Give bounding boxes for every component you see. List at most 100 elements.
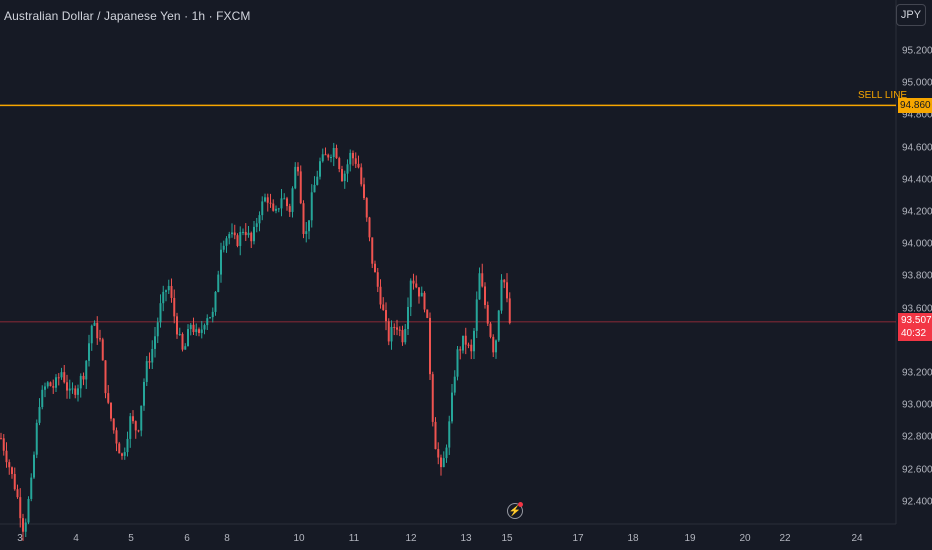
time-axis-label: 20 — [739, 533, 751, 544]
candle-body — [2, 438, 5, 451]
candle-body — [489, 323, 492, 337]
candle-body — [189, 324, 192, 330]
price-axis-label: 94.200 — [902, 206, 932, 218]
candle-body — [30, 477, 33, 499]
candle-body — [200, 329, 203, 333]
last-price-badge: 93.507 40:32 — [898, 313, 932, 341]
candle-body — [456, 349, 459, 377]
candle-body — [354, 158, 357, 164]
sell-line-label: SELL LINE — [858, 90, 908, 101]
candle-body — [154, 336, 156, 349]
time-axis-label: 10 — [293, 533, 305, 544]
candle-body — [261, 201, 264, 216]
candle-body — [393, 326, 396, 328]
candle-body — [99, 338, 101, 340]
candle-body — [181, 334, 184, 350]
candle-body — [101, 339, 104, 361]
price-axis-label: 95.000 — [902, 77, 932, 89]
candle-body — [206, 318, 209, 326]
candle-body — [343, 173, 346, 182]
candle-body — [217, 274, 220, 292]
candle-body — [159, 303, 162, 323]
candle-body — [178, 334, 181, 336]
candle-body — [8, 462, 11, 468]
candle-body — [305, 231, 308, 234]
candle-body — [151, 348, 154, 363]
candle-body — [118, 443, 121, 454]
time-axis-label: 4 — [73, 533, 79, 544]
candle-body — [82, 375, 85, 380]
candle-body — [316, 176, 319, 185]
price-axis-label: 94.000 — [902, 238, 932, 250]
notification-dot — [518, 502, 523, 507]
candle-body — [288, 206, 291, 212]
candle-body — [233, 232, 236, 236]
candle-body — [445, 447, 448, 459]
candle-body — [176, 316, 178, 335]
price-axis-label: 92.800 — [902, 431, 932, 443]
candle-body — [484, 286, 486, 306]
candle-body — [302, 203, 305, 234]
candle-body — [286, 198, 288, 207]
price-axis-label: 93.000 — [902, 399, 932, 411]
candle-body — [236, 235, 239, 246]
time-axis-label: 22 — [779, 533, 791, 544]
candle-body — [434, 421, 437, 450]
candle-body — [156, 322, 159, 337]
candle-body — [123, 452, 126, 456]
candle-body — [451, 392, 453, 422]
candle-body — [134, 421, 137, 431]
price-axis-label: 94.400 — [902, 174, 932, 186]
candle-body — [371, 237, 374, 264]
candle-body — [486, 305, 489, 324]
candle-body — [225, 238, 228, 246]
candle-body — [398, 329, 401, 331]
candle-body — [195, 329, 198, 333]
candle-body — [412, 280, 415, 284]
candle-body — [448, 421, 451, 448]
candle-body — [294, 166, 297, 189]
candle-body — [132, 416, 134, 422]
time-axis-label: 24 — [851, 533, 863, 544]
candle-body — [357, 163, 360, 168]
candle-body — [96, 322, 99, 339]
candle-body — [266, 197, 269, 203]
currency-button[interactable]: JPY — [896, 4, 926, 26]
candle-body — [321, 154, 324, 162]
candle-body — [242, 231, 244, 233]
candle-body — [363, 184, 365, 199]
candle-body — [264, 197, 266, 202]
candle-body — [250, 232, 253, 242]
candle-body — [19, 497, 22, 519]
candle-body — [374, 263, 376, 273]
candle-body — [291, 188, 294, 212]
candle-body — [462, 335, 464, 351]
candle-body — [162, 291, 165, 304]
price-axis-label: 92.600 — [902, 464, 932, 476]
price-axis-label: 93.800 — [902, 270, 932, 282]
candle-body — [60, 372, 63, 378]
candle-body — [184, 346, 187, 350]
time-axis-label: 12 — [405, 533, 417, 544]
candle-body — [57, 377, 60, 379]
candle-body — [247, 232, 250, 236]
time-axis-label: 19 — [684, 533, 696, 544]
candle-body — [376, 272, 379, 287]
candle-body — [495, 340, 497, 353]
candle-body — [244, 231, 247, 236]
time-axis-label: 17 — [572, 533, 584, 544]
candle-body — [420, 292, 423, 297]
lightning-icon[interactable]: ⚡ — [507, 503, 523, 519]
candle-body — [319, 161, 321, 177]
candle-body — [332, 148, 335, 157]
candle-body — [49, 382, 52, 387]
candle-body — [506, 282, 508, 299]
candle-body — [115, 430, 118, 444]
candle-body — [280, 198, 283, 209]
time-axis-label: 13 — [460, 533, 472, 544]
candle-body — [341, 169, 343, 182]
candle-body — [228, 234, 231, 239]
candle-body — [77, 388, 79, 395]
